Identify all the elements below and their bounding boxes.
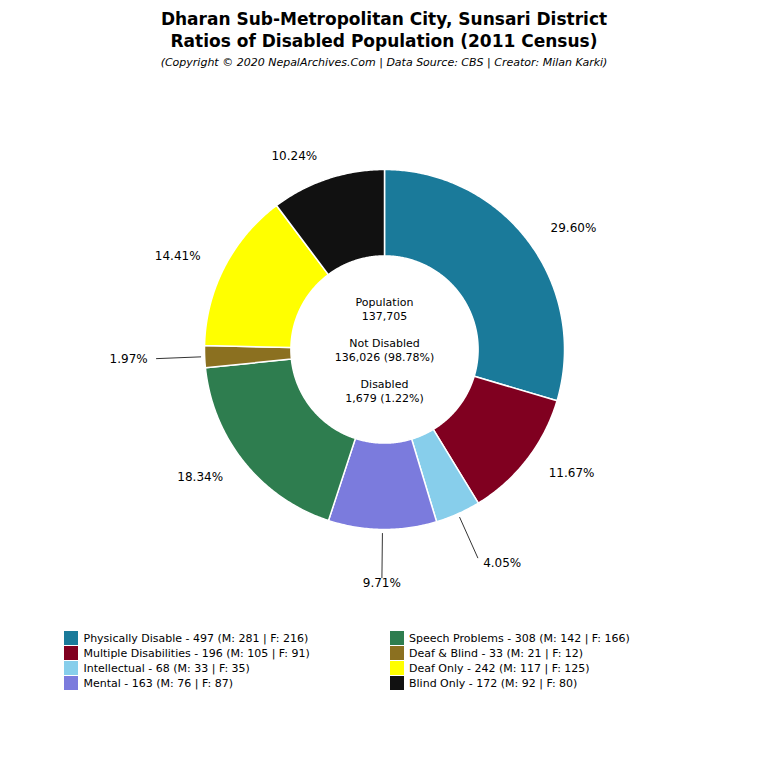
html-text:Dharan Sub-Metropolitan City,: Dharan Sub-Metropolitan City, Sunsari Di… xyxy=(160,9,608,52)
html-text:Blind Only - 172 (M: 92 | F: 8: Blind Only - 172 (M: 92 | F: 80) xyxy=(409,676,578,690)
svg-text:14.41%: 14.41% xyxy=(155,250,201,264)
svg-text:29.60%: 29.60% xyxy=(551,221,597,235)
svg-text:1.97%: 1.97% xyxy=(110,352,148,366)
html-text:Physically Disable - 497 (M: 2: Physically Disable - 497 (M: 281 | F: 21… xyxy=(83,631,309,645)
html-text:Intellectual - 68 (M: 33 | F:: Intellectual - 68 (M: 33 | F: 35) xyxy=(83,661,250,675)
svg-text:4.05%: 4.05% xyxy=(483,556,521,570)
svg-text:Population137,705Not Disabled1: Population137,705Not Disabled136,026 (98… xyxy=(335,296,435,405)
html-text:Deaf Only - 242 (M: 117 | F: 1: Deaf Only - 242 (M: 117 | F: 125) xyxy=(409,661,590,675)
html-text:(Copyright © 2020 NepalArchive: (Copyright © 2020 NepalArchives.Com | Da… xyxy=(160,56,608,70)
svg-text:9.71%: 9.71% xyxy=(363,577,401,591)
svg-text:10.24%: 10.24% xyxy=(271,150,317,164)
svg-text:18.34%: 18.34% xyxy=(177,470,223,484)
html-text:Mental - 163 (M: 76 | F: 87): Mental - 163 (M: 76 | F: 87) xyxy=(83,676,233,690)
svg-text:11.67%: 11.67% xyxy=(549,467,595,481)
html-text:Multiple Disabilities - 196 (M: Multiple Disabilities - 196 (M: 105 | F:… xyxy=(83,646,310,660)
html-text:Deaf & Blind - 33 (M: 21 | F:: Deaf & Blind - 33 (M: 21 | F: 12) xyxy=(409,646,584,660)
html-text:Speech Problems - 308 (M: 142: Speech Problems - 308 (M: 142 | F: 166) xyxy=(409,631,630,645)
